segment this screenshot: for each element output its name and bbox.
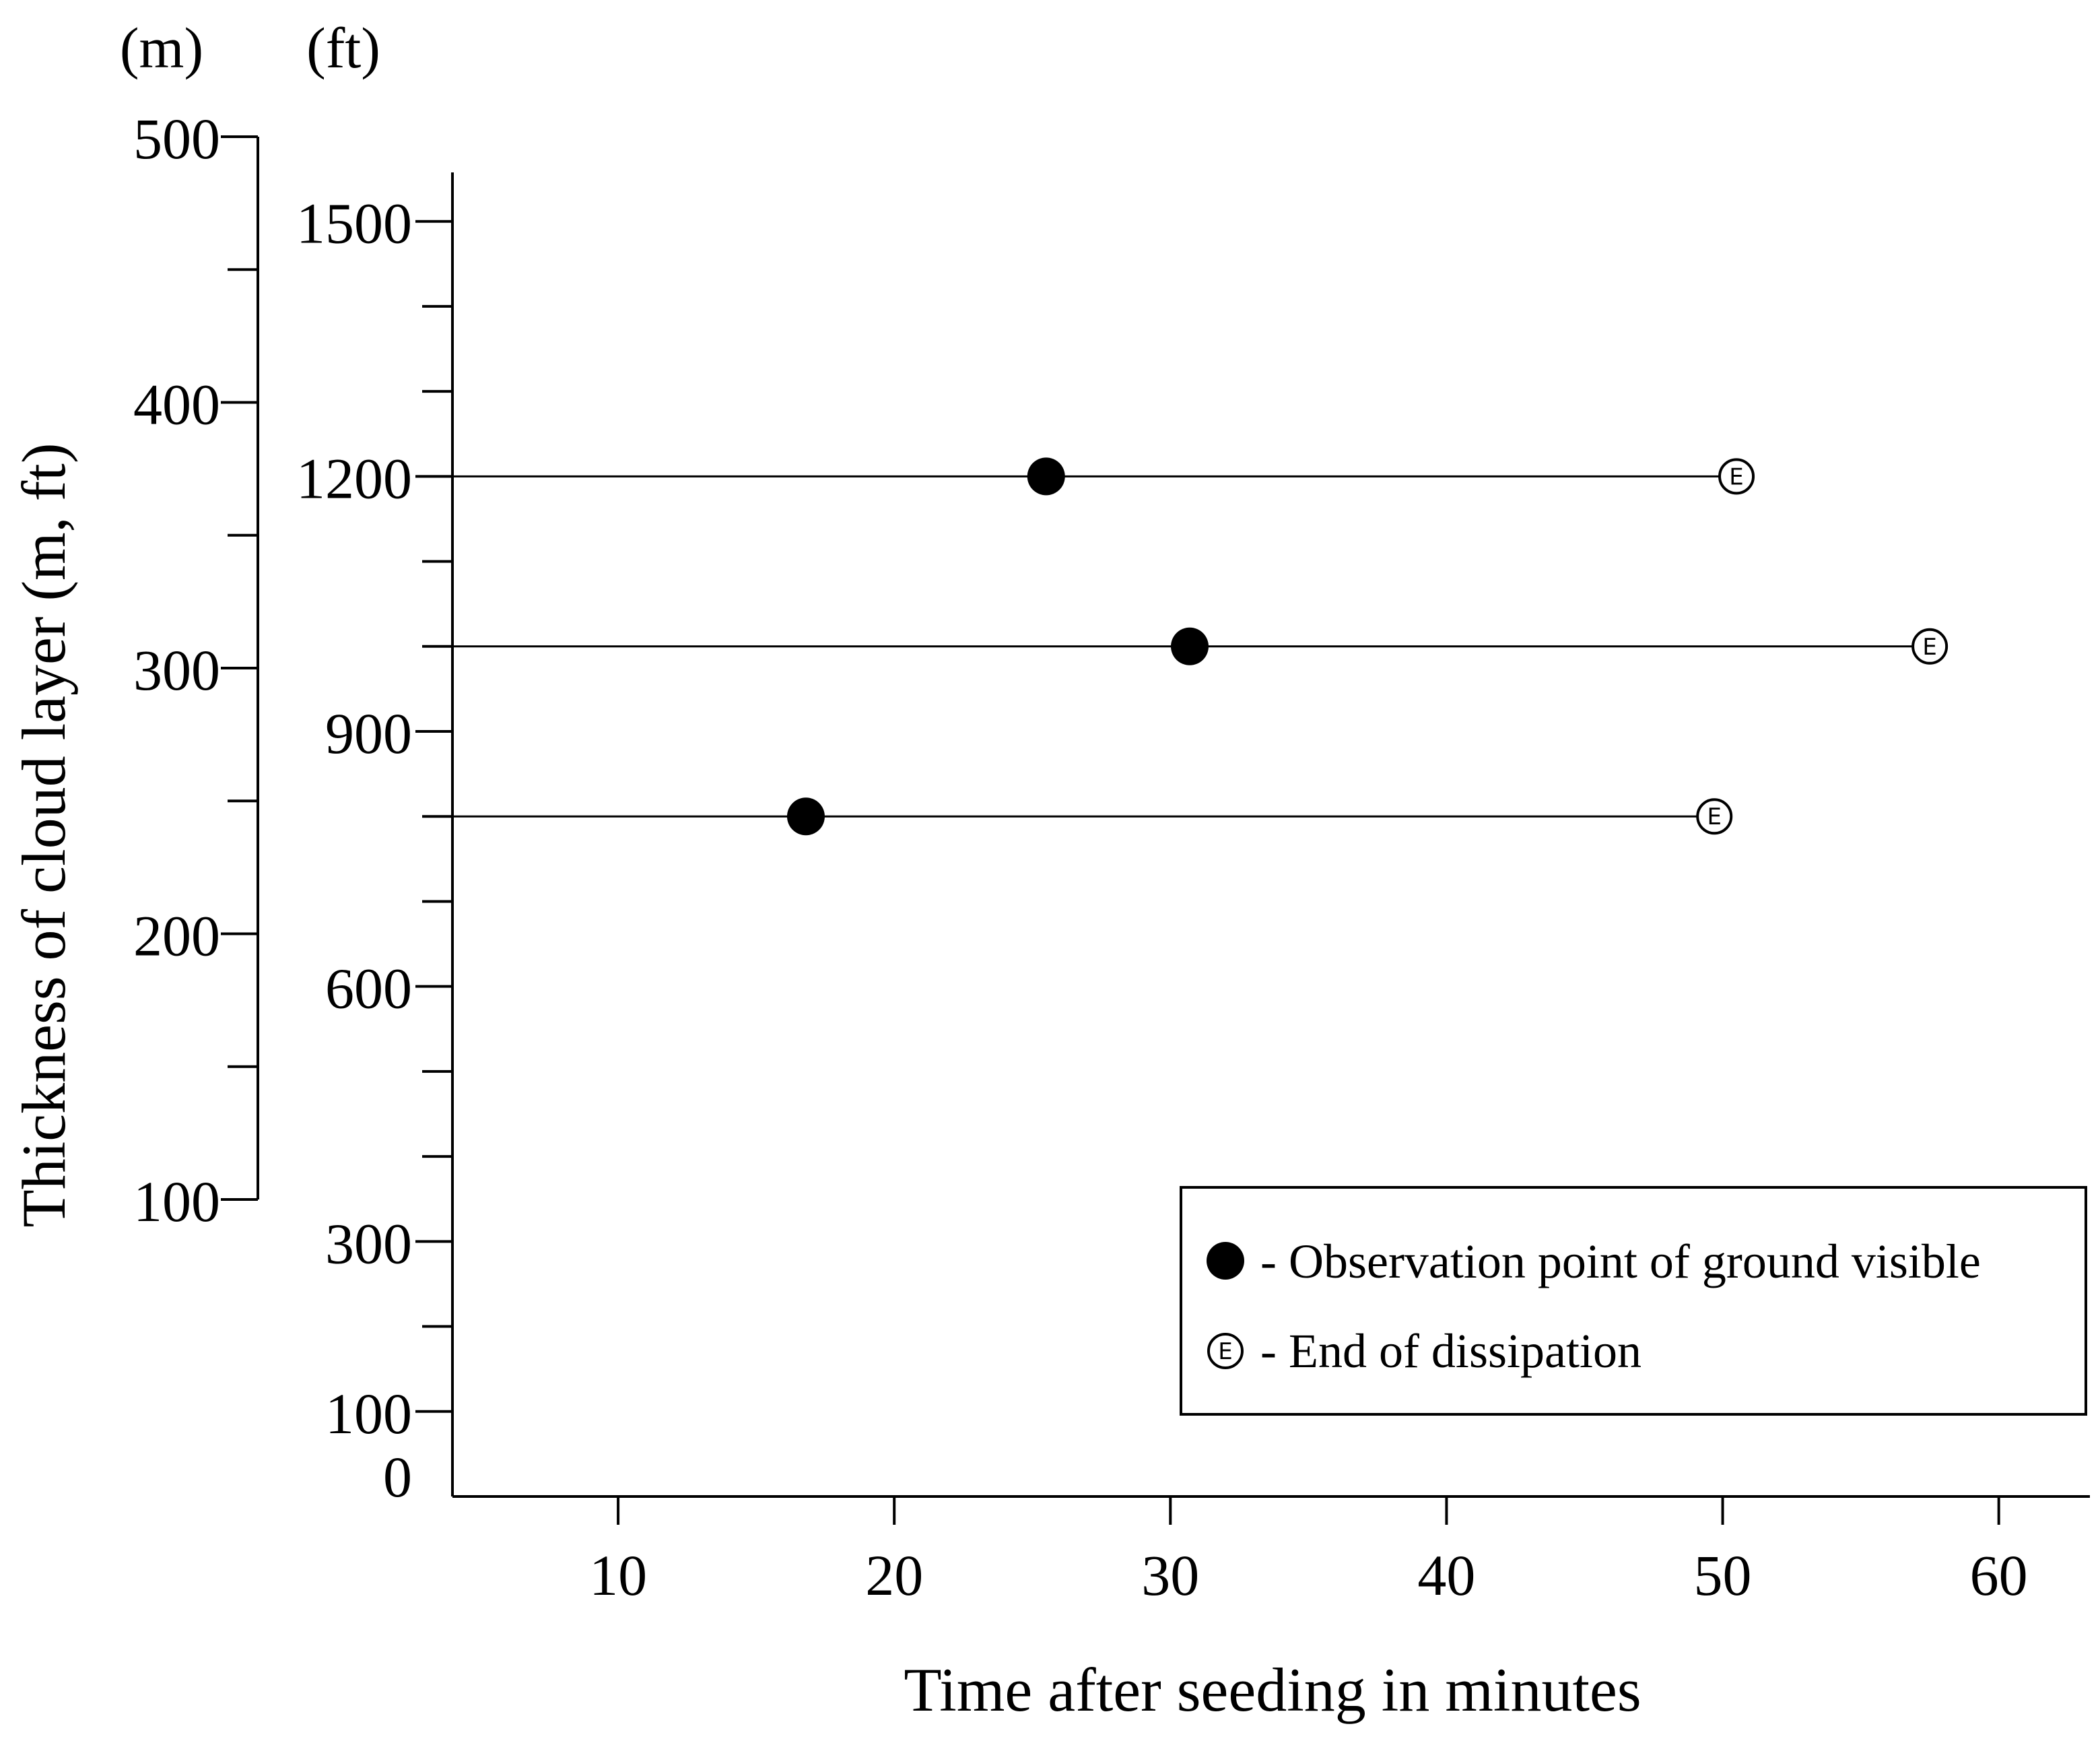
chart-text: 100300600900120015000100200300400500(m)(… [9, 15, 2028, 1724]
end-marker-ring [1718, 458, 1755, 495]
end-marker-glyph: E [1729, 463, 1743, 490]
y-ft-zero-label: 0 [383, 1445, 412, 1509]
legend-observation-label: - Observation point of ground visible [1260, 1234, 1981, 1288]
end-of-dissipation-marker: E [1911, 628, 1949, 665]
end-marker-ring [1207, 1333, 1244, 1369]
legend-box [1180, 1186, 2087, 1416]
y-axis-title: Thickness of cloud layer (m, ft) [9, 443, 78, 1228]
legend-end-marker: E [1207, 1333, 1244, 1369]
y-m-tick-label: 100 [133, 1169, 220, 1234]
x-tick-label: 10 [589, 1543, 647, 1608]
end-marker-ring [1911, 628, 1949, 665]
y-m-unit-label: (m) [120, 15, 203, 80]
end-marker-glyph: E [1707, 803, 1721, 830]
y-m-tick-label: 300 [133, 638, 220, 702]
x-tick-label: 50 [1694, 1543, 1752, 1608]
x-tick-label: 20 [865, 1543, 923, 1608]
y-ft-tick-label: 900 [325, 701, 412, 766]
data-marks: E E E [786, 457, 1949, 836]
y-ft-tick-label: 1200 [296, 446, 412, 511]
y-m-tick-label: 500 [133, 106, 220, 171]
x-tick-label: 40 [1417, 1543, 1475, 1608]
legend-end-label: - End of dissipation [1260, 1324, 1641, 1378]
y-m-tick-label: 400 [133, 372, 220, 437]
observation-point-dot [1027, 457, 1065, 496]
y-ft-tick-label: 600 [325, 956, 412, 1021]
observation-point-dot [1171, 627, 1209, 665]
y-m-tick-label: 200 [133, 904, 220, 968]
y-ft-tick-label: 100 [325, 1381, 412, 1446]
x-axis-title: Time after seeding in minutes [904, 1655, 1641, 1724]
end-marker-ring [1696, 798, 1733, 835]
end-of-dissipation-marker: E [1696, 798, 1733, 835]
y-ft-tick-label: 1500 [296, 191, 412, 256]
observation-point-dot [786, 797, 825, 836]
legend: - Observation point of ground visible E - … [1180, 1186, 2087, 1416]
end-marker-glyph: E [1922, 634, 1936, 661]
x-tick-label: 30 [1141, 1543, 1199, 1608]
end-marker-glyph: E [1218, 1338, 1232, 1365]
axes [221, 135, 2090, 1525]
end-of-dissipation-marker: E [1718, 458, 1755, 495]
y-ft-unit-label: (ft) [306, 15, 380, 80]
y-ft-tick-label: 300 [325, 1211, 412, 1276]
legend-observation-marker [1207, 1242, 1244, 1280]
x-tick-label: 60 [1970, 1543, 2028, 1608]
